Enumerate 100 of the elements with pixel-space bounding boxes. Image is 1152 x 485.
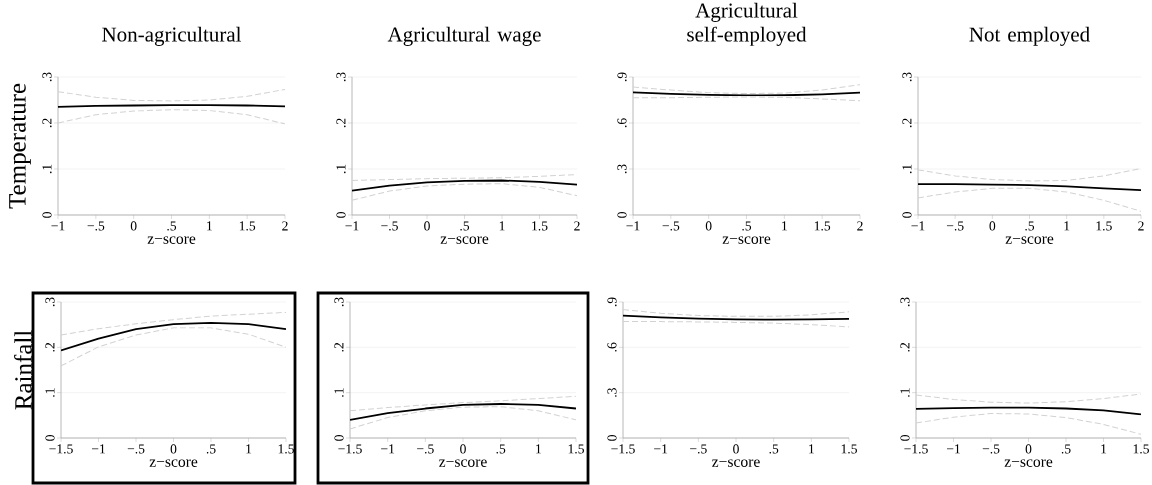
y-tick-label: 0 (45, 435, 55, 441)
y-tick-label: .3 (902, 72, 912, 82)
line-series (916, 393, 1141, 404)
line-series (623, 309, 849, 317)
y-tick-label: 0 (336, 212, 346, 218)
x-axis-title: z−score (1004, 459, 1053, 467)
x-tick-label: −.5 (127, 444, 145, 454)
x-tick-label: 1 (536, 444, 541, 454)
y-tick-label: .1 (45, 388, 55, 397)
x-tick-label: 0 (705, 221, 712, 231)
chart-title: Not employed (969, 26, 1090, 46)
y-tick-label: 0 (334, 435, 344, 441)
x-tick-label: 1.5 (814, 221, 831, 231)
x-tick-label: .5 (742, 221, 752, 231)
line-series (61, 311, 287, 336)
x-tick-label: −1 (911, 221, 925, 231)
chart-title: Agricultural wage (387, 26, 541, 46)
x-tick-label: .5 (460, 221, 470, 231)
line-series (918, 168, 1141, 182)
x-tick-label: 1 (782, 221, 787, 231)
y-tick-label: .3 (334, 297, 344, 307)
x-tick-label: −.5 (87, 221, 105, 231)
y-tick-label: .2 (902, 118, 912, 128)
x-tick-label: −1 (345, 221, 359, 231)
y-tick-label: .9 (607, 297, 617, 307)
chart-title: Agricultural self-employed (687, 2, 807, 46)
x-tick-label: .5 (167, 221, 177, 231)
y-tick-label: .1 (42, 164, 52, 174)
x-tick-label: 1.5 (239, 221, 256, 231)
x-tick-label: 0 (170, 444, 177, 454)
y-tick-label: .3 (900, 297, 910, 307)
x-tick-label: 1.5 (568, 444, 584, 454)
y-tick-label: 0 (617, 212, 627, 218)
x-axis-title: z−score (147, 236, 196, 244)
x-tick-label: 1 (207, 221, 212, 231)
line-series (916, 406, 1141, 416)
line-series (633, 84, 860, 95)
x-tick-label: .5 (769, 444, 779, 454)
y-tick-label: .2 (334, 342, 344, 352)
x-tick-label: 2 (574, 221, 580, 231)
x-tick-label: 1.5 (278, 444, 294, 454)
x-tick-label: 0 (460, 444, 466, 454)
x-tick-label: 1 (499, 221, 505, 231)
y-tick-label: .6 (607, 342, 617, 352)
x-tick-label: 1.5 (841, 444, 857, 454)
x-tick-label: −1 (626, 221, 640, 231)
x-tick-label: .5 (1061, 444, 1071, 454)
y-tick-label: .2 (336, 118, 346, 128)
x-tick-label: 0 (733, 444, 739, 454)
x-tick-label: −.5 (690, 444, 707, 454)
line-series (350, 403, 576, 421)
x-tick-label: −1.5 (904, 444, 928, 454)
line-series (61, 327, 287, 367)
y-tick-label: .3 (617, 164, 627, 174)
x-tick-label: 1 (1064, 221, 1070, 231)
x-tick-label: 2 (857, 221, 863, 231)
y-tick-label: 0 (902, 212, 912, 218)
x-tick-label: −.5 (417, 444, 434, 454)
y-tick-label: .3 (607, 388, 617, 397)
x-tick-label: 2 (1138, 221, 1144, 231)
y-tick-label: .3 (336, 72, 346, 82)
line-series (58, 109, 285, 125)
y-tick-label: .1 (900, 388, 910, 397)
y-tick-label: .3 (45, 297, 55, 307)
line-series (61, 321, 287, 352)
x-tick-label: −.5 (381, 221, 398, 231)
x-axis-title: z−score (440, 236, 489, 244)
x-tick-label: −.5 (662, 221, 680, 231)
x-tick-label: 1 (1101, 444, 1107, 454)
y-tick-label: .2 (45, 342, 55, 352)
y-tick-label: .1 (334, 388, 344, 397)
chart-title: Non-agricultural (102, 26, 242, 46)
line-series (916, 413, 1141, 435)
x-tick-label: .5 (206, 444, 216, 454)
x-tick-label: −1.5 (338, 444, 362, 454)
x-axis-title: z−score (1005, 236, 1054, 244)
y-tick-label: .1 (902, 164, 912, 174)
x-axis-title: z−score (439, 459, 487, 467)
x-tick-label: .5 (1025, 221, 1035, 231)
x-tick-label: −1 (91, 444, 105, 454)
x-tick-label: .5 (496, 444, 506, 454)
x-axis-title: z−score (149, 459, 198, 467)
line-series (58, 88, 285, 102)
x-tick-label: −.5 (982, 444, 1000, 454)
x-tick-label: 0 (130, 221, 137, 231)
x-tick-label: −1 (51, 221, 65, 231)
x-tick-label: 1.5 (1133, 444, 1149, 454)
x-tick-label: −.5 (946, 221, 964, 231)
x-axis-title: z−score (722, 236, 771, 244)
y-tick-label: .2 (900, 342, 910, 352)
x-tick-label: −1 (654, 444, 668, 454)
line-series (350, 395, 576, 412)
y-tick-label: .2 (42, 118, 52, 128)
y-tick-label: .9 (617, 72, 627, 82)
y-axis-title: Rainfall (14, 330, 32, 410)
x-tick-label: 2 (282, 221, 288, 231)
line-series (918, 187, 1141, 212)
line-series (352, 183, 578, 201)
x-tick-label: −1.5 (611, 444, 635, 454)
y-tick-label: .1 (336, 164, 346, 174)
